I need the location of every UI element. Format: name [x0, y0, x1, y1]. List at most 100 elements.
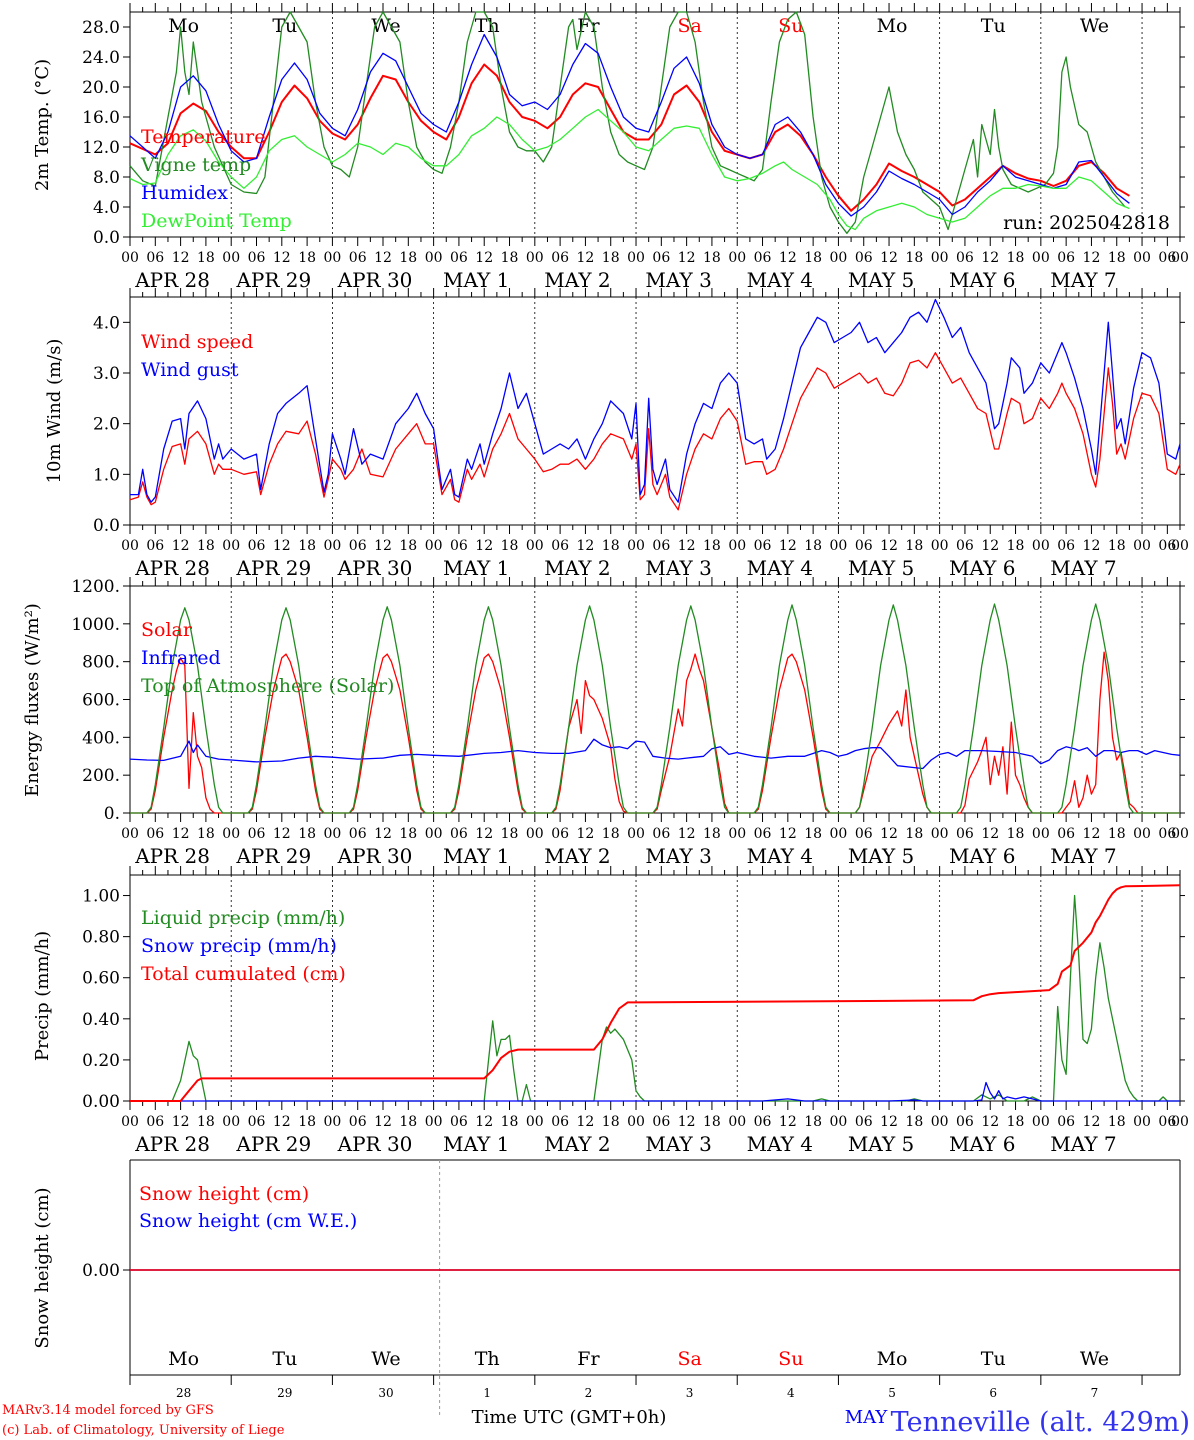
weekday-label: Mo	[877, 15, 908, 37]
hour-tick-label: 18	[501, 538, 519, 554]
weekday-label: Su	[778, 15, 803, 37]
y-tick-label: 20.0	[82, 78, 120, 98]
hour-tick-label: 18	[602, 1114, 620, 1130]
hour-tick-label: 12	[374, 826, 392, 842]
weekday-label: Tu	[272, 1348, 297, 1370]
hour-tick-label: 06	[248, 1114, 266, 1130]
hour-tick-label: 12	[172, 538, 190, 554]
hour-tick-label: 18	[703, 538, 721, 554]
legend-entry: Infrared	[141, 647, 221, 669]
day-number-label: 29	[277, 1386, 292, 1400]
hour-tick-label: 06	[248, 826, 266, 842]
legend-entry: Snow precip (mm/h)	[141, 935, 337, 957]
y-axis-label: Snow height (cm)	[32, 1187, 53, 1348]
hour-tick-label: 12	[779, 826, 797, 842]
hour-tick-label: 06	[1057, 538, 1075, 554]
date-label: MAY 7	[1050, 844, 1116, 868]
plot-frame	[129, 11, 1181, 238]
weekday-label: Fr	[577, 1348, 600, 1370]
date-label: MAY 3	[645, 1132, 711, 1156]
meteogram-panels: 00 06 12 18 00 06 12 18 00 06 12 18 00 06 12 18 00 06 12 18…	[22, 3, 1189, 1415]
hour-tick-label: 06	[855, 1114, 873, 1130]
hour-tick-label: 18	[399, 250, 417, 266]
hour-tick-label: 06	[349, 250, 367, 266]
date-label: APR 30	[337, 268, 413, 292]
date-label: MAY 2	[544, 1132, 610, 1156]
weekday-label: Th	[475, 1348, 500, 1370]
legend-entry: Snow height (cm W.E.)	[139, 1210, 357, 1232]
hour-tick-label: 06	[754, 826, 772, 842]
hour-tick-label: 00	[830, 250, 848, 266]
day-number-label: 30	[378, 1386, 393, 1400]
hour-tick-label: 12	[1083, 1114, 1101, 1130]
series-line	[130, 1081, 1180, 1102]
date-label: APR 28	[134, 556, 210, 580]
y-axis-label: Precip (mm/h)	[32, 931, 53, 1061]
hour-tick-label: 18	[905, 826, 923, 842]
hour-tick-label: 00	[627, 1114, 645, 1130]
y-tick-label: 16.0	[82, 108, 120, 128]
panel-4: 00 06 12 18 00 06 12 18 00 06 12 18 00 06 12 18 00 06 12 18…	[32, 866, 1189, 1156]
plot-frame	[129, 296, 1181, 526]
hour-tick-label: 06	[956, 826, 974, 842]
hour-tick-label: 18	[804, 1114, 822, 1130]
series-line	[129, 63, 1130, 212]
hour-tick-label: 00	[323, 1114, 341, 1130]
hour-tick-label: 06	[754, 1114, 772, 1130]
hour-tick-label: 00	[1171, 538, 1189, 554]
series-line	[130, 603, 1180, 814]
panel-1: 00 06 12 18 00 06 12 18 00 06 12 18 00 06 12 18 00 06 12 18…	[32, 3, 1189, 292]
hour-tick-label: 12	[678, 826, 696, 842]
y-tick-label: 0.20	[82, 1051, 120, 1071]
hour-tick-label: 18	[1007, 826, 1025, 842]
hour-tick-label: 00	[1133, 250, 1151, 266]
hour-tick-label: 18	[1007, 538, 1025, 554]
hour-tick-label: 06	[1057, 250, 1075, 266]
date-label: APR 30	[337, 844, 413, 868]
series-line	[129, 352, 1181, 511]
series-line	[130, 651, 1180, 814]
hour-tick-label: 00	[728, 538, 746, 554]
hour-tick-label: 06	[146, 1114, 164, 1130]
hour-tick-label: 18	[197, 250, 215, 266]
hour-tick-label: 00	[1133, 826, 1151, 842]
legend-entry: Total cumulated (cm)	[141, 963, 346, 985]
hour-tick-label: 00	[222, 538, 240, 554]
hour-tick-label: 12	[273, 250, 291, 266]
hour-tick-label: 00	[627, 826, 645, 842]
hour-tick-label: 00	[425, 826, 443, 842]
date-label: APR 28	[134, 1132, 210, 1156]
hour-tick-label: 12	[1083, 250, 1101, 266]
hour-tick-label: 06	[248, 250, 266, 266]
y-tick-label: 1.0	[93, 465, 120, 485]
hour-tick-label: 12	[577, 826, 595, 842]
series-line	[129, 738, 1181, 770]
hour-tick-label: 12	[273, 826, 291, 842]
hour-tick-label: 00	[323, 826, 341, 842]
hour-tick-label: 00	[222, 1114, 240, 1130]
hour-tick-label: 00	[931, 250, 949, 266]
date-label: APR 29	[235, 844, 311, 868]
hour-tick-label: 12	[273, 1114, 291, 1130]
hour-tick-label: 00	[1133, 538, 1151, 554]
hour-tick-label: 12	[577, 538, 595, 554]
date-label: MAY 2	[544, 268, 610, 292]
hour-tick-label: 06	[248, 538, 266, 554]
legend-entry: Snow height (cm)	[139, 1183, 309, 1205]
month-label: MAY	[845, 1407, 889, 1428]
hour-tick-label: 06	[551, 250, 569, 266]
hour-tick-label: 00	[728, 250, 746, 266]
hour-tick-label: 18	[804, 538, 822, 554]
hour-tick-label: 00	[121, 826, 139, 842]
legend-entry: DewPoint Temp	[141, 210, 292, 232]
day-number-label: 4	[787, 1386, 795, 1400]
weekday-label: Tu	[981, 1348, 1006, 1370]
date-label: MAY 5	[848, 268, 914, 292]
date-label: MAY 1	[443, 844, 509, 868]
hour-tick-label: 00	[931, 826, 949, 842]
hour-tick-label: 12	[374, 538, 392, 554]
hour-tick-label: 12	[678, 1114, 696, 1130]
series-line	[130, 298, 1181, 503]
hour-tick-label: 06	[1158, 538, 1176, 554]
date-label: MAY 3	[645, 268, 711, 292]
